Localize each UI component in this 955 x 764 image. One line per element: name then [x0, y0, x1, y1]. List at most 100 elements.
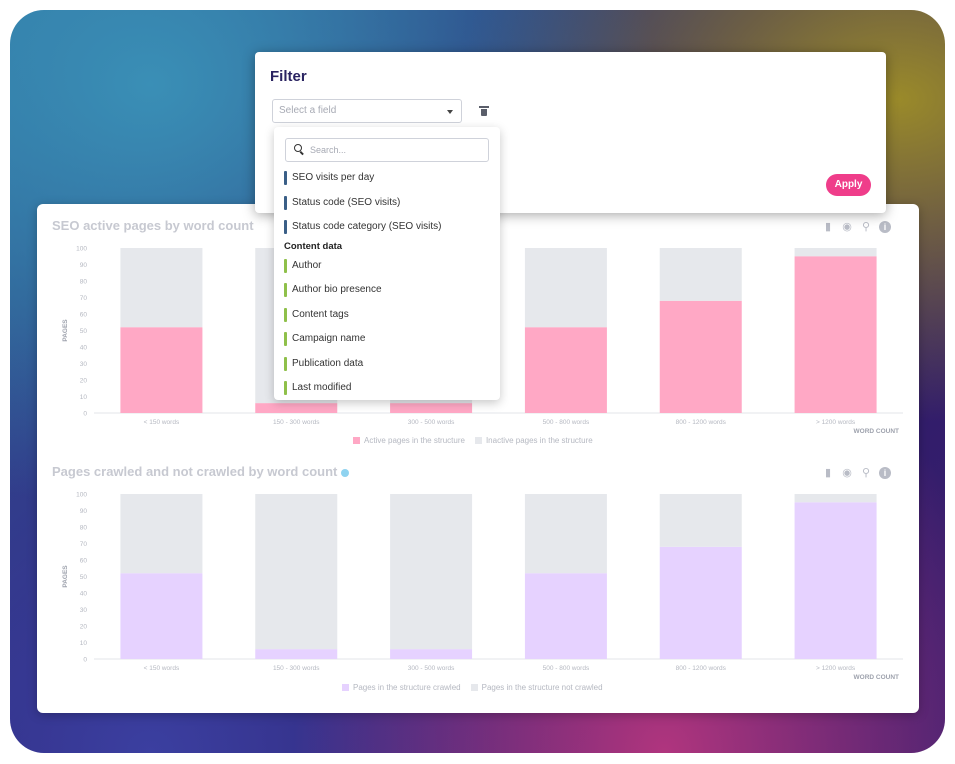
y-axis-label: PAGES: [62, 565, 69, 588]
legend-label: Pages in the structure not crawled: [481, 683, 603, 692]
y-tick-label: 60: [80, 312, 88, 319]
eye-icon[interactable]: ◉: [842, 467, 852, 479]
y-tick-label: 80: [80, 279, 88, 286]
legend-label: Active pages in the structure: [364, 436, 465, 445]
bar-primary: [794, 256, 877, 413]
bar-secondary: [120, 494, 203, 574]
x-tick-label: 300 - 500 words: [408, 665, 455, 672]
bar-secondary: [794, 248, 877, 257]
legend-item[interactable]: Inactive pages in the structure: [474, 436, 593, 445]
dropdown-item-label: Author bio presence: [292, 284, 382, 295]
x-axis-label: WORD COUNT: [854, 428, 900, 435]
y-axis-label: PAGES: [62, 319, 69, 342]
dropdown-item-label: Last modified: [292, 382, 352, 393]
chart-2: 0 10 20 30 40 50 60 70 80 90 100 PAGES < 150 words 15…: [62, 492, 903, 681]
dropdown-item[interactable]: SEO visits per day: [284, 170, 374, 186]
dropdown-item[interactable]: Author: [284, 258, 321, 274]
y-tick-label: 60: [80, 558, 88, 565]
legend-swatch: [474, 437, 482, 445]
category-color-bar: [284, 220, 287, 234]
y-tick-label: 100: [76, 492, 87, 499]
category-color-bar: [284, 195, 287, 210]
info-dot-icon[interactable]: [341, 468, 350, 477]
y-tick-label: 20: [80, 378, 88, 385]
category-color-bar: [284, 381, 287, 395]
bar-secondary: [120, 248, 203, 328]
y-tick-label: 100: [76, 246, 87, 253]
x-tick-label: 300 - 500 words: [408, 419, 455, 426]
chart-1-toolbar: ▮ ◉ ⚲ i: [822, 221, 891, 233]
dropdown-item-label: Author: [292, 259, 322, 271]
y-tick-label: 90: [80, 262, 88, 269]
y-tick-label: 10: [80, 640, 88, 647]
category-color-bar: [284, 283, 287, 297]
x-axis-label: WORD COUNT: [854, 674, 900, 681]
bar-secondary: [659, 248, 742, 301]
x-tick-label: > 1200 words: [816, 419, 856, 426]
y-tick-label: 50: [80, 574, 88, 581]
dropdown-item[interactable]: Publication data: [284, 356, 363, 372]
dropdown-item[interactable]: Author bio presence: [284, 282, 382, 298]
bar-primary: [120, 327, 203, 413]
chart-1-legend: Active pages in the structure Inactive pa…: [353, 436, 593, 445]
bar-primary: [524, 573, 607, 659]
bar-secondary: [524, 248, 607, 328]
zoom-icon[interactable]: ⚲: [861, 221, 871, 233]
y-tick-label: 30: [80, 607, 88, 614]
field-select[interactable]: Select a field: [272, 99, 462, 123]
bar-secondary: [255, 494, 338, 650]
legend-swatch: [470, 684, 478, 692]
x-tick-label: 800 - 1200 words: [676, 419, 727, 426]
dropdown-item[interactable]: Status code (SEO visits): [284, 195, 400, 211]
trash-icon[interactable]: [479, 106, 489, 116]
dropdown-item-label: Content tags: [292, 308, 349, 320]
y-tick-label: 20: [80, 624, 88, 631]
bar-chart-icon[interactable]: ▮: [824, 467, 832, 479]
legend-label: Pages in the structure crawled: [353, 683, 461, 692]
bar-primary: [524, 327, 607, 413]
chart-2-toolbar: ▮ ◉ ⚲ i: [822, 467, 891, 479]
dropdown-search-input[interactable]: Search...: [285, 138, 489, 162]
info-icon[interactable]: i: [879, 221, 891, 233]
dropdown-item-label: Campaign name: [292, 333, 366, 344]
x-tick-label: 150 - 300 words: [273, 665, 320, 672]
category-color-bar: [284, 332, 287, 346]
chart-2-title-text: Pages crawled and not crawled by word co…: [52, 464, 338, 479]
dropdown-item[interactable]: Campaign name: [284, 331, 365, 347]
dropdown-item[interactable]: Last modified: [284, 380, 351, 396]
dropdown-item-label: Status code (SEO visits): [292, 196, 401, 208]
filter-title: Filter: [270, 68, 307, 85]
legend-item[interactable]: Pages in the structure not crawled: [470, 683, 603, 692]
zoom-icon[interactable]: ⚲: [861, 467, 871, 479]
category-color-bar: [284, 258, 287, 273]
dropdown-item[interactable]: Content tags: [284, 307, 349, 323]
dropdown-item-label: SEO visits per day: [292, 172, 375, 183]
y-tick-label: 0: [83, 657, 87, 664]
x-tick-label: 150 - 300 words: [273, 419, 320, 426]
legend-item[interactable]: Active pages in the structure: [353, 436, 465, 445]
y-tick-label: 70: [80, 295, 88, 302]
bar-primary: [255, 649, 338, 659]
category-color-bar: [284, 171, 287, 185]
legend-item[interactable]: Pages in the structure crawled: [342, 683, 461, 692]
bar-secondary: [794, 494, 877, 503]
search-icon: [294, 144, 302, 152]
legend-label: Inactive pages in the structure: [485, 436, 593, 445]
bar-secondary: [390, 494, 473, 650]
eye-icon[interactable]: ◉: [842, 221, 852, 233]
x-tick-label: < 150 words: [144, 419, 180, 426]
field-select-placeholder: Select a field: [279, 105, 337, 116]
legend-swatch: [342, 684, 349, 692]
bar-primary: [659, 300, 742, 413]
bar-primary: [659, 546, 742, 659]
bar-chart-icon[interactable]: ▮: [824, 221, 832, 233]
legend-swatch: [353, 437, 360, 445]
info-icon[interactable]: i: [879, 467, 891, 479]
y-tick-label: 40: [80, 345, 88, 352]
bar-secondary: [659, 494, 742, 547]
bar-primary: [794, 502, 877, 659]
dropdown-item-label: Publication data: [292, 357, 364, 369]
apply-button[interactable]: Apply: [826, 174, 871, 196]
y-tick-label: 70: [80, 541, 88, 548]
dropdown-item[interactable]: Status code category (SEO visits): [284, 219, 442, 235]
